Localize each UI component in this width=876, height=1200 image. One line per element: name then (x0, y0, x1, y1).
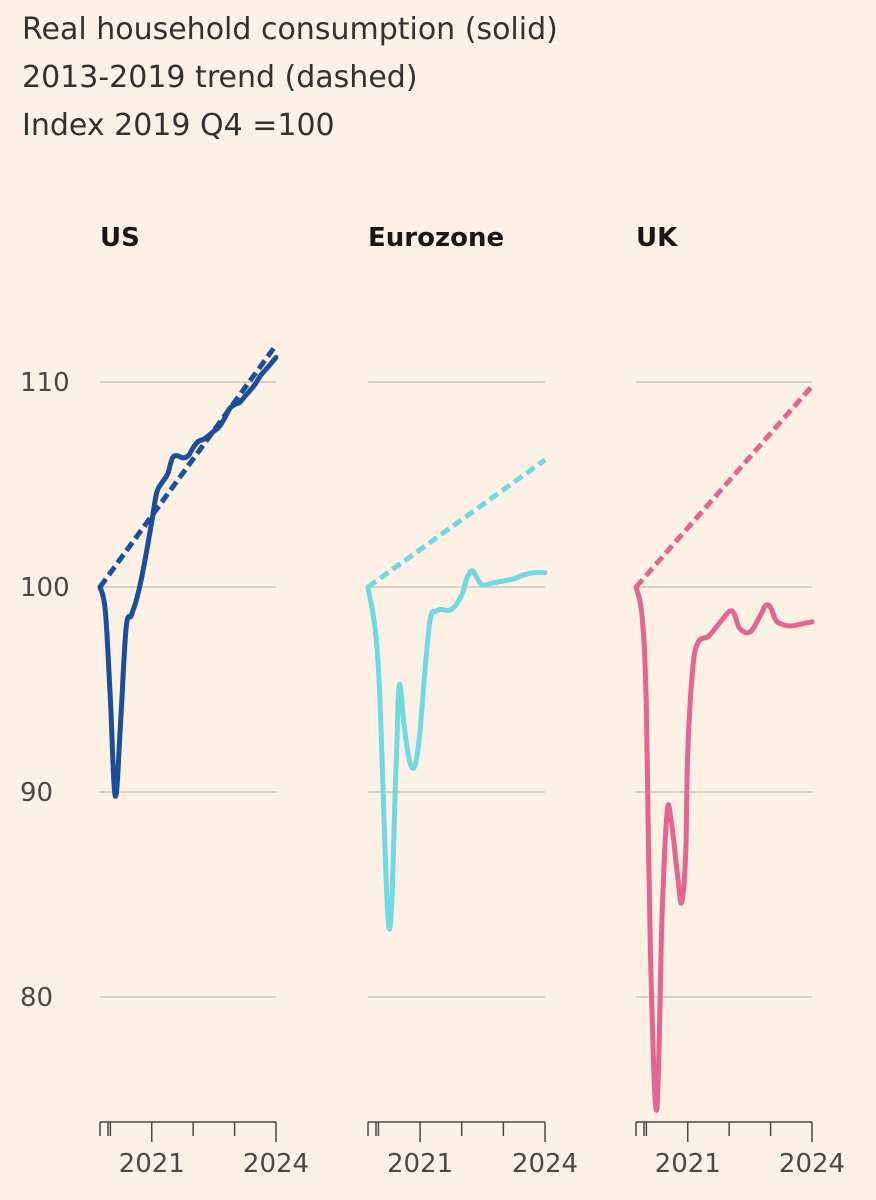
panel-title-uk: UK (636, 223, 678, 253)
x-tick-label-us-2024: 2024 (243, 1149, 309, 1179)
consumption-line-uk (633, 584, 815, 1113)
panel-title-eurozone: Eurozone (368, 223, 504, 253)
panel-title-us: US (100, 223, 140, 253)
y-tick-label-90: 90 (20, 778, 53, 808)
y-tick-label-100: 100 (20, 573, 70, 603)
x-tick-label-eurozone-2024: 2024 (512, 1149, 578, 1179)
panel-eurozone: Eurozone 2021 2024 (365, 223, 578, 1179)
chart-title-block: Real household consumption (solid) 2013-… (22, 6, 558, 150)
y-tick-label-110: 110 (20, 368, 70, 398)
y-tick-label-80: 80 (20, 983, 53, 1013)
panel-us: US 2021 2024 (97, 223, 309, 1179)
consumption-line-eurozone (365, 568, 548, 932)
trend-line-uk (634, 384, 814, 589)
x-tick-label-eurozone-2021: 2021 (387, 1149, 453, 1179)
panel-uk: UK 2021 2024 (633, 223, 845, 1179)
chart-subtitle: 2013-2019 trend (dashed) (22, 60, 418, 95)
trend-line-us (97, 343, 279, 589)
x-tick-label-uk-2024: 2024 (779, 1149, 845, 1179)
chart-index-note: Index 2019 Q4 =100 (22, 108, 335, 143)
x-tick-label-uk-2021: 2021 (655, 1149, 721, 1179)
x-tick-label-us-2021: 2021 (119, 1149, 185, 1179)
consumption-line-us (97, 354, 279, 799)
chart-title: Real household consumption (solid) (22, 12, 558, 47)
trend-line-eurozone (366, 457, 547, 590)
